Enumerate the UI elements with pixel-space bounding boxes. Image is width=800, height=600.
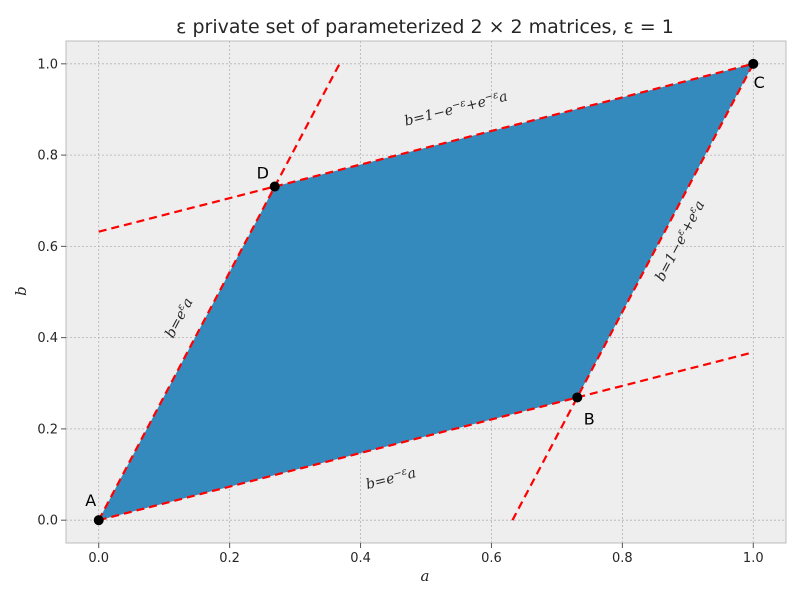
point-c [748, 58, 759, 69]
x-tick-label: 0.0 [88, 551, 109, 566]
points-layer [93, 58, 759, 526]
chart-title: ε private set of parameterized 2 × 2 mat… [176, 16, 674, 38]
y-tick-label: 0.2 [37, 422, 58, 437]
line-b-eq-e-neg-eps-a [98, 351, 754, 522]
y-tick-label: 0.0 [37, 514, 58, 529]
text-layer: ε private set of parameterized 2 × 2 mat… [12, 16, 765, 585]
boundary-lines-layer [97, 62, 755, 522]
y-tick-label: 1.0 [37, 57, 58, 72]
x-tick-label: 0.4 [350, 551, 371, 566]
line-upper-offset [98, 62, 754, 233]
label-b-eq-e-neg-eps-a: b=e−εa [364, 464, 418, 493]
region-layer [98, 63, 754, 521]
point-label-c: C [754, 73, 765, 92]
point-label-b: B [584, 409, 595, 428]
x-tick-label: 0.2 [219, 551, 240, 566]
line-lower-offset [511, 63, 755, 521]
y-tick-label: 0.8 [37, 149, 58, 164]
point-d [269, 181, 280, 192]
x-tick-label: 1.0 [743, 551, 764, 566]
line-b-eq-e-eps-a [97, 63, 341, 521]
point-label-d: D [257, 164, 269, 183]
point-a [93, 515, 104, 526]
label-upper-offset: b=1−e−ε+e−εa [403, 87, 510, 130]
y-tick-label: 0.6 [37, 240, 58, 255]
y-axis-label: b [12, 286, 30, 296]
plot-frame [65, 40, 787, 544]
y-tick-label: 0.4 [37, 331, 58, 346]
ticks-layer: 0.0 0.2 0.4 0.6 0.8 1.0 0.0 0.2 0.4 0.6 0.8 1.0 [37, 40, 787, 566]
private-region [98, 63, 754, 521]
point-label-a: A [85, 491, 96, 510]
x-tick-label: 0.8 [612, 551, 633, 566]
x-tick-label: 0.6 [481, 551, 502, 566]
x-axis-label: a [421, 567, 430, 585]
point-b [572, 392, 583, 403]
